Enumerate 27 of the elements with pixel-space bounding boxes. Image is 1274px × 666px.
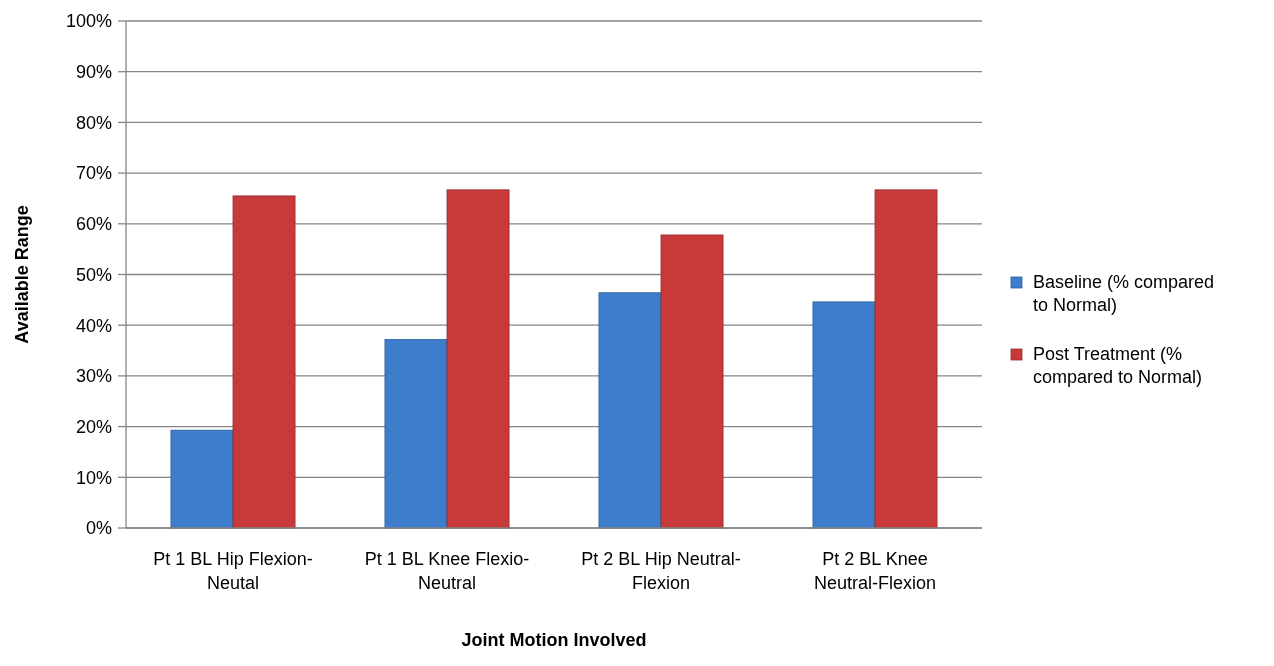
y-axis-title: Available Range [12, 205, 32, 344]
y-tick-label: 20% [75, 416, 112, 437]
bar [446, 189, 510, 529]
bar [170, 429, 234, 529]
y-tick-label: 10% [75, 467, 112, 488]
bar [874, 189, 938, 529]
y-tick-label: 30% [75, 366, 112, 387]
bar [660, 234, 724, 529]
bar [232, 195, 296, 529]
x-axis-title: Joint Motion Involved [461, 630, 647, 650]
x-tick-label: Pt 2 BL Knee Neutral-Flexion [813, 549, 937, 593]
y-tick-label: 50% [75, 264, 112, 285]
bar [812, 301, 876, 529]
x-tick-label: Pt 1 BL Hip Flexion-Neutal [153, 549, 313, 593]
y-tick-label: 40% [75, 315, 112, 336]
y-tick-label: 0% [85, 518, 112, 539]
y-tick-label: 100% [65, 11, 112, 32]
y-tick-label: 80% [75, 112, 112, 133]
legend-label: Post Treatment (% compared to Normal) [1033, 344, 1203, 387]
bar [384, 339, 448, 529]
legend-label: Baseline (% compared to Normal) [1033, 272, 1215, 315]
x-tick-label: Pt 1 BL Knee Flexio-Neutral [364, 549, 530, 593]
x-tick-label: Pt 2 BL Hip Neutral-Flexion [581, 549, 741, 593]
bar [598, 292, 662, 529]
y-tick-label: 90% [75, 62, 112, 82]
y-tick-label: 60% [75, 214, 112, 235]
y-tick-label: 70% [75, 163, 112, 184]
